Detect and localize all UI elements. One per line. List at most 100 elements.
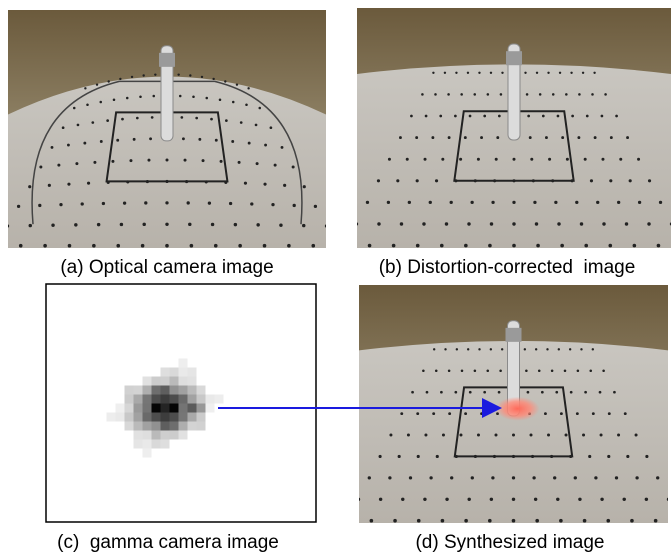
gamma-pixel [188, 404, 197, 413]
dot [577, 370, 580, 373]
dot [190, 244, 194, 248]
dot [494, 434, 497, 437]
caption: (c) gamma camera image [57, 532, 279, 553]
dot [589, 370, 592, 373]
dot [499, 370, 502, 373]
dot [584, 391, 587, 394]
dot [435, 179, 438, 182]
dot [411, 391, 414, 394]
dot [429, 476, 432, 479]
dot [635, 434, 638, 437]
dot [498, 391, 501, 394]
dot [454, 391, 457, 394]
dot [116, 139, 119, 142]
dot [270, 126, 273, 129]
dot [580, 222, 583, 225]
dot [535, 519, 539, 523]
dot [584, 158, 587, 161]
gamma-pixel [152, 404, 161, 413]
dot [554, 201, 557, 204]
dot [377, 222, 380, 225]
dot [565, 93, 568, 96]
dot [131, 76, 133, 78]
gamma-pixel [161, 404, 170, 413]
dot [377, 179, 380, 182]
dot [461, 370, 464, 373]
gamma-pixel [152, 413, 161, 422]
dot [281, 146, 284, 149]
dot [236, 83, 238, 85]
dot [141, 244, 145, 248]
dot [274, 164, 277, 167]
dot [81, 202, 84, 205]
gamma-pixel [134, 395, 143, 404]
dot [421, 93, 424, 96]
figure: (a) Optical camera image (b) Distortion-… [0, 0, 671, 554]
gamma-pixel [161, 422, 170, 431]
dot [180, 116, 183, 119]
dot [59, 203, 62, 206]
dot [368, 244, 372, 248]
dot [245, 104, 248, 107]
photo-content [346, 285, 671, 523]
dot [615, 115, 618, 118]
dot [198, 138, 201, 141]
dot [548, 158, 551, 161]
dot [560, 412, 563, 415]
dot [210, 118, 213, 121]
dot [208, 202, 211, 205]
gamma-pixel [188, 422, 197, 431]
dot [604, 93, 607, 96]
dot [570, 391, 573, 394]
dot [464, 244, 468, 248]
dot [556, 498, 559, 501]
dot [292, 166, 295, 169]
photo-content [0, 10, 339, 248]
dot [211, 223, 214, 226]
gamma-pixel [161, 386, 170, 395]
dot [154, 73, 156, 75]
dot [571, 115, 574, 118]
dot [406, 158, 409, 161]
dot [478, 72, 480, 74]
dot [501, 72, 503, 74]
dot [62, 126, 65, 129]
dot [147, 159, 150, 162]
photo [346, 285, 671, 523]
dot [433, 348, 435, 350]
gamma-pixel [152, 377, 161, 386]
dot [591, 93, 594, 96]
dot [469, 391, 472, 394]
dot [165, 201, 168, 204]
dot [448, 412, 451, 415]
dot [119, 78, 121, 80]
dot [263, 244, 267, 248]
gamma-pixel [197, 395, 206, 404]
dot [601, 115, 604, 118]
dot [630, 519, 634, 523]
dot [491, 201, 494, 204]
dot [557, 222, 560, 225]
dot [152, 95, 155, 98]
gamma-pixel [170, 386, 179, 395]
gamma-pixel [125, 395, 134, 404]
dot [560, 244, 564, 248]
dot [258, 107, 261, 110]
gamma-pixel [206, 404, 215, 413]
dot [225, 119, 228, 122]
dot [219, 99, 222, 102]
dot [536, 72, 538, 74]
dot [659, 201, 662, 204]
dot [51, 223, 54, 226]
dot [184, 159, 187, 162]
dot [39, 166, 42, 169]
gamma-pixel [188, 413, 197, 422]
dot [635, 476, 638, 479]
dot [422, 222, 425, 225]
gamma-pixel [170, 431, 179, 440]
dot [545, 136, 548, 139]
dot [314, 205, 317, 208]
gamma-pixel [143, 440, 152, 449]
dot [325, 224, 328, 227]
dot [455, 72, 457, 74]
